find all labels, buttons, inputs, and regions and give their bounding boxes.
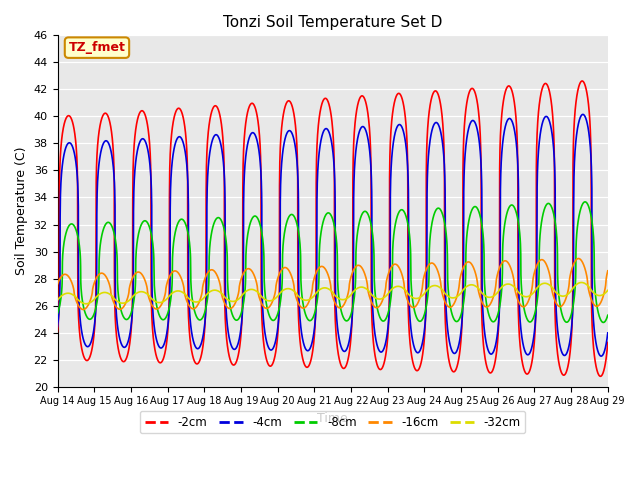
Y-axis label: Soil Temperature (C): Soil Temperature (C) bbox=[15, 147, 28, 275]
X-axis label: Time: Time bbox=[317, 412, 348, 425]
Text: TZ_fmet: TZ_fmet bbox=[68, 41, 125, 54]
Title: Tonzi Soil Temperature Set D: Tonzi Soil Temperature Set D bbox=[223, 15, 442, 30]
Legend: -2cm, -4cm, -8cm, -16cm, -32cm: -2cm, -4cm, -8cm, -16cm, -32cm bbox=[140, 411, 525, 433]
